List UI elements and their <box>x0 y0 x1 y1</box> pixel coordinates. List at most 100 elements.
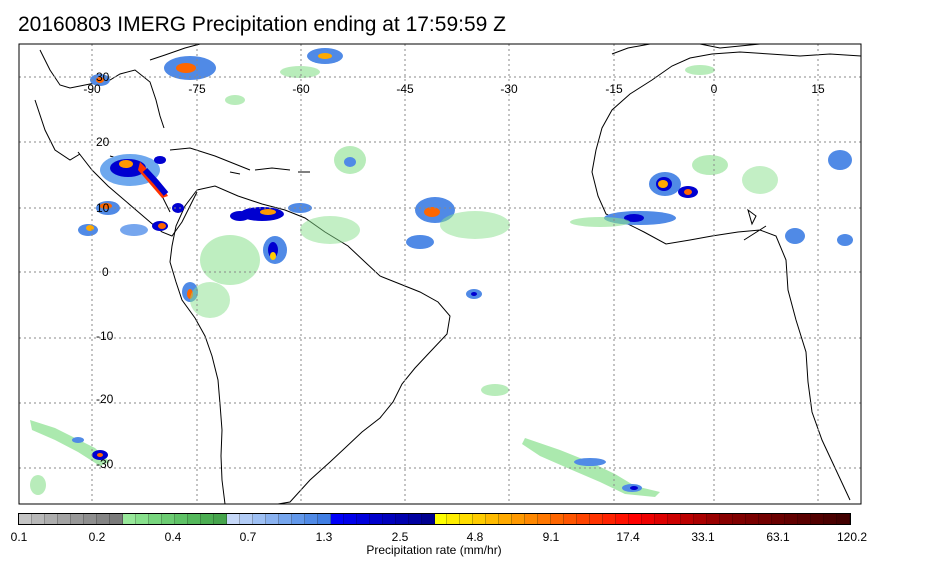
map-frame <box>18 43 862 505</box>
south-america-coast <box>169 185 451 504</box>
colorbar-tick: 1.3 <box>315 530 333 544</box>
africa-coast <box>591 51 861 501</box>
lat-label: -20 <box>96 392 114 406</box>
colorbar-swatch <box>369 514 383 524</box>
colorbar-swatch <box>681 514 695 524</box>
colorbar-swatch <box>278 514 292 524</box>
colorbar-swatch <box>642 514 656 524</box>
map-gridlines <box>19 44 861 504</box>
colorbar-swatch <box>486 514 500 524</box>
colorbar-swatch <box>395 514 409 524</box>
colorbar-swatch <box>577 514 591 524</box>
colorbar-swatch <box>772 514 786 524</box>
colorbar-swatch <box>226 514 240 524</box>
colorbar-swatch <box>174 514 188 524</box>
colorbar-tick: 4.8 <box>466 530 484 544</box>
colorbar-swatch <box>200 514 214 524</box>
colorbar-swatch <box>291 514 305 524</box>
colorbar-swatch <box>811 514 825 524</box>
colorbar-swatch <box>551 514 565 524</box>
lon-label: -90 <box>83 82 101 96</box>
colorbar-swatch <box>44 514 58 524</box>
lat-label: 20 <box>96 135 110 149</box>
colorbar-label: Precipitation rate (mm/hr) <box>366 543 502 557</box>
colorbar-swatch <box>109 514 123 524</box>
lon-label: -15 <box>605 82 623 96</box>
colorbar-swatch <box>330 514 344 524</box>
colorbar-tick: 0.7 <box>239 530 257 544</box>
colorbar-swatch <box>382 514 396 524</box>
colorbar-swatch <box>603 514 617 524</box>
colorbar-tick: 33.1 <box>691 530 715 544</box>
colorbar-swatch <box>447 514 461 524</box>
colorbar-swatch <box>57 514 71 524</box>
colorbar-swatch <box>746 514 760 524</box>
colorbar-swatch <box>759 514 773 524</box>
colorbar-swatch <box>213 514 227 524</box>
lon-label: -30 <box>500 82 518 96</box>
iberia-coast <box>611 44 761 55</box>
colorbar-swatch <box>239 514 253 524</box>
colorbar-swatch <box>460 514 474 524</box>
colorbar-swatch <box>512 514 526 524</box>
colorbar-swatch <box>629 514 643 524</box>
colorbar-swatch <box>733 514 747 524</box>
colorbar-swatch <box>720 514 734 524</box>
colorbar-swatch <box>707 514 721 524</box>
colorbar-swatch <box>317 514 331 524</box>
colorbar-swatch <box>304 514 318 524</box>
lon-label: 15 <box>811 82 825 96</box>
colorbar-swatch <box>252 514 266 524</box>
colorbar-swatch <box>590 514 604 524</box>
lon-label: -60 <box>292 82 310 96</box>
colorbar-swatch <box>356 514 370 524</box>
colorbar-swatch <box>83 514 97 524</box>
colorbar-swatch <box>19 514 32 524</box>
lon-label: -45 <box>396 82 414 96</box>
colorbar-swatch <box>343 514 357 524</box>
colorbar-swatch <box>837 514 850 524</box>
lon-label: 0 <box>710 82 718 96</box>
lat-label: -10 <box>96 329 114 343</box>
lat-label: 10 <box>96 201 110 215</box>
colorbar-swatch <box>161 514 175 524</box>
colorbar-swatch <box>122 514 136 524</box>
colorbar-swatch <box>616 514 630 524</box>
colorbar-swatch <box>187 514 201 524</box>
africa-lake <box>747 208 757 226</box>
colorbar-swatch <box>31 514 45 524</box>
colorbar-swatch <box>96 514 110 524</box>
colorbar-swatch <box>525 514 539 524</box>
colorbar-swatch <box>434 514 448 524</box>
colorbar-tick: 0.2 <box>88 530 106 544</box>
land-outlines <box>34 44 861 504</box>
lon-label: -75 <box>188 82 206 96</box>
colorbar-swatch <box>421 514 435 524</box>
colorbar-swatch <box>499 514 513 524</box>
colorbar <box>18 513 851 525</box>
colorbar-swatch <box>408 514 422 524</box>
colorbar-tick: 2.5 <box>391 530 409 544</box>
colorbar-tick: 0.4 <box>164 530 182 544</box>
colorbar-swatch <box>538 514 552 524</box>
colorbar-swatch <box>564 514 578 524</box>
caribbean-islands <box>169 147 310 175</box>
colorbar-swatch <box>798 514 812 524</box>
lat-label: 0 <box>102 265 109 279</box>
colorbar-swatch <box>473 514 487 524</box>
colorbar-tick: 17.4 <box>616 530 640 544</box>
colorbar-swatch <box>148 514 162 524</box>
colorbar-tick: 0.1 <box>10 530 28 544</box>
colorbar-swatch <box>135 514 149 524</box>
colorbar-swatch <box>655 514 669 524</box>
colorbar-swatch <box>70 514 84 524</box>
colorbar-swatch <box>668 514 682 524</box>
colorbar-tick: 63.1 <box>766 530 790 544</box>
lat-label: -30 <box>96 457 114 471</box>
colorbar-tick: 120.2 <box>836 530 868 544</box>
colorbar-swatch <box>694 514 708 524</box>
lat-label: 30 <box>96 70 110 84</box>
colorbar-swatch <box>265 514 279 524</box>
colorbar-tick: 9.1 <box>542 530 560 544</box>
